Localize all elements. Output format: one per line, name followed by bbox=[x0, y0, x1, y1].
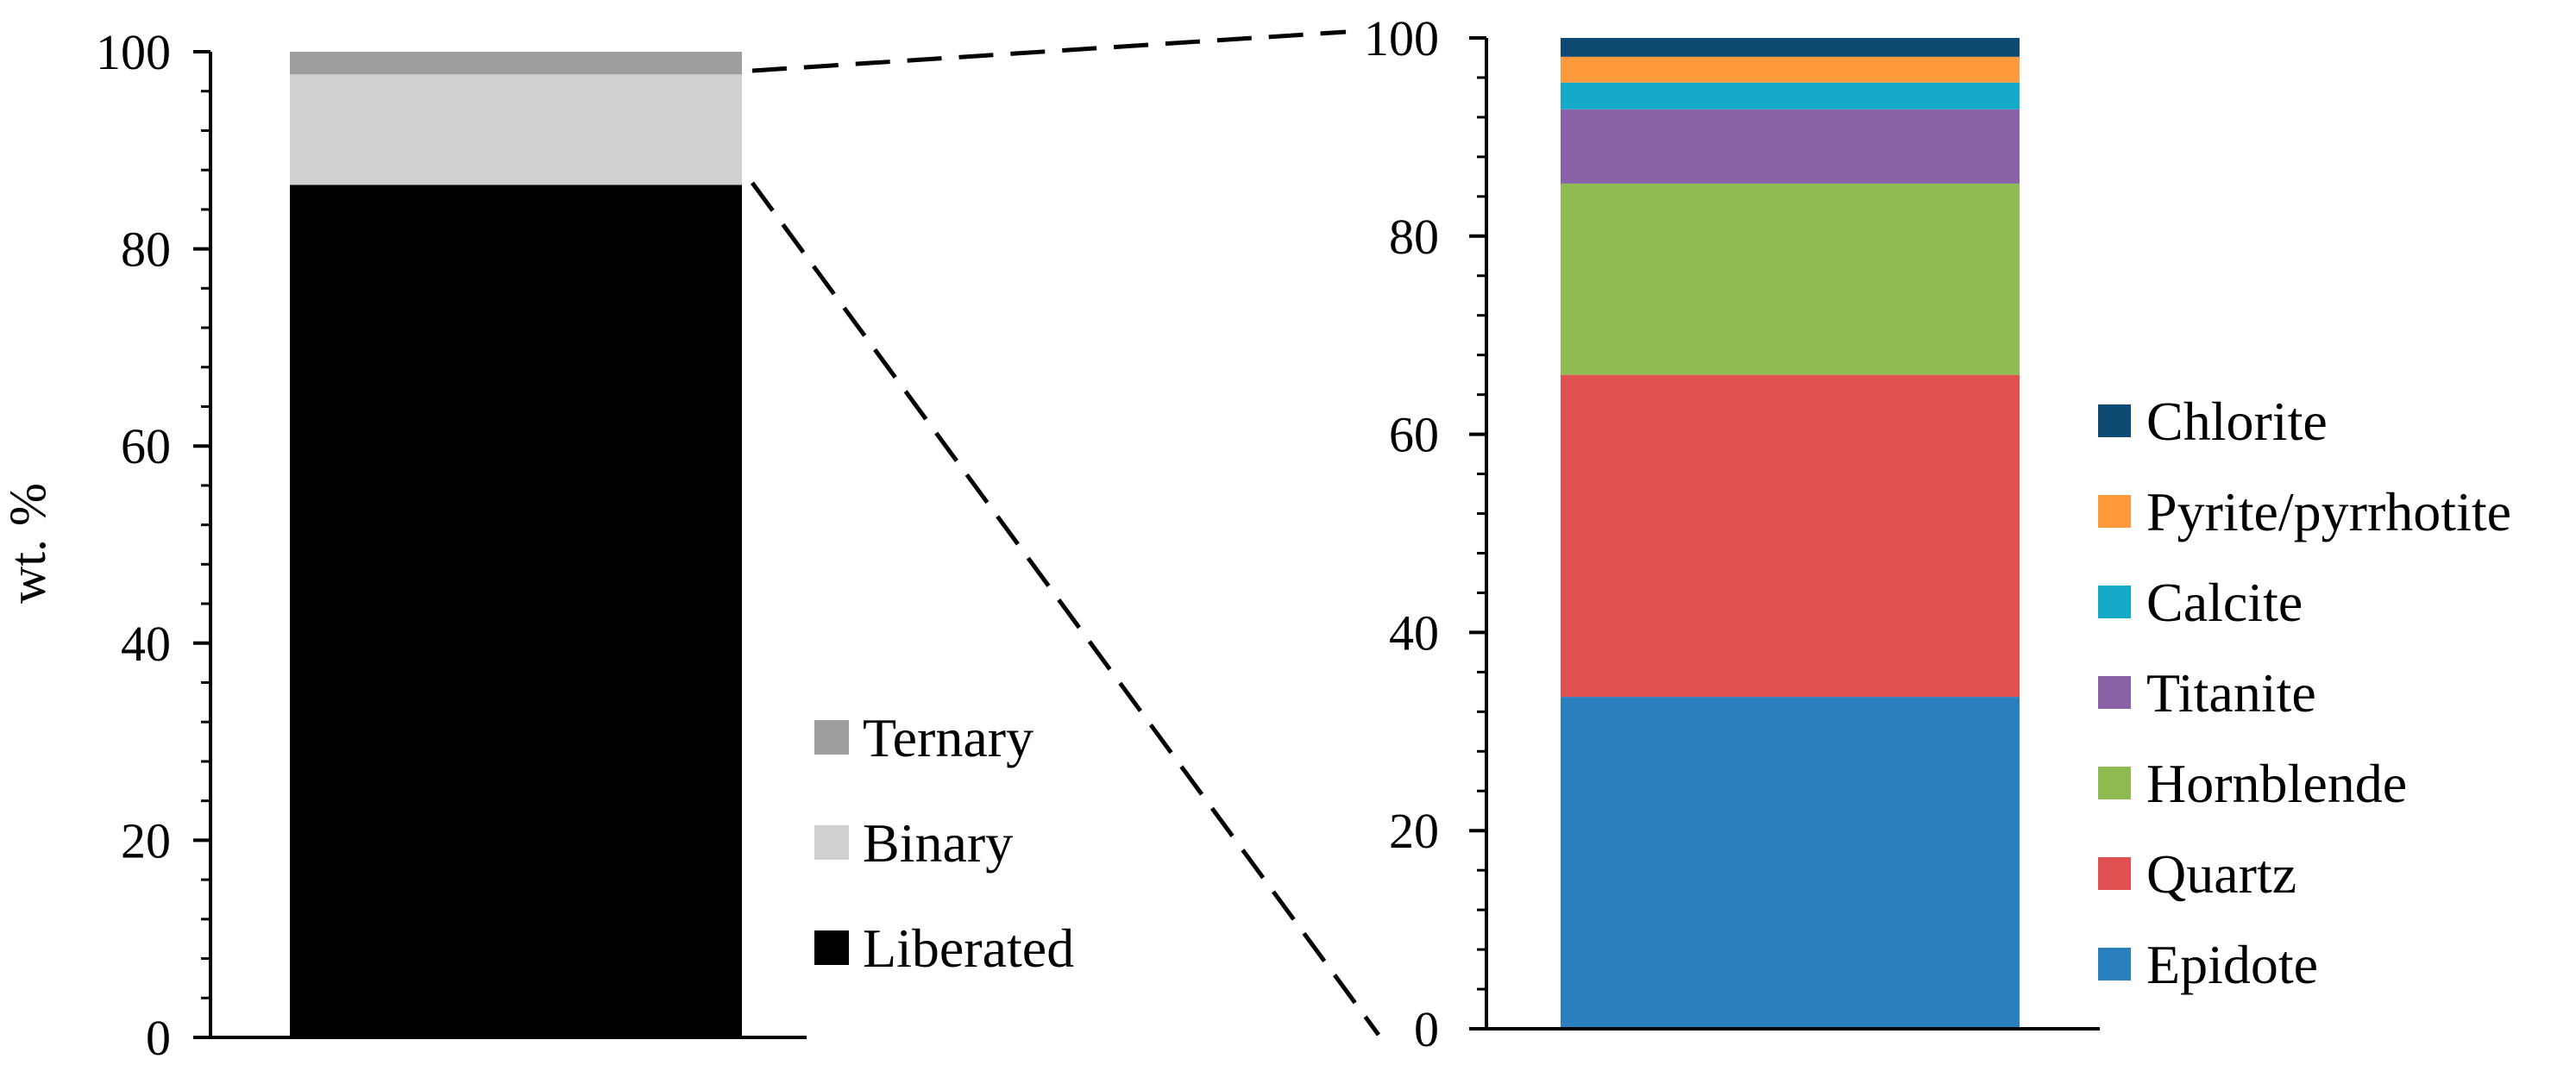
right-y-tick-label: 20 bbox=[1389, 803, 1439, 859]
left-y-tick-label: 60 bbox=[121, 418, 171, 474]
right-legend-label: Calcite bbox=[2146, 572, 2303, 633]
left-legend-label: Binary bbox=[863, 812, 1013, 874]
right-bar-segment-titanite bbox=[1561, 109, 2020, 184]
right-legend-swatch bbox=[2098, 586, 2131, 618]
right-y-tick-label: 60 bbox=[1389, 407, 1439, 463]
right-y-tick-label: 40 bbox=[1389, 605, 1439, 661]
left-bar-segment-liberated bbox=[290, 185, 742, 1037]
right-legend-label: Hornblende bbox=[2146, 753, 2407, 814]
left-legend-label: Liberated bbox=[863, 918, 1074, 979]
right-legend-swatch bbox=[2098, 676, 2131, 709]
right-legend-swatch bbox=[2098, 404, 2131, 437]
left-y-axis-title: wt. % bbox=[0, 483, 56, 604]
right-legend-label: Chlorite bbox=[2146, 391, 2328, 452]
left-bar-segment-binary bbox=[290, 74, 742, 185]
right-legend-label: Titanite bbox=[2146, 662, 2316, 724]
right-bar-segment-pyrite-pyrrhotite bbox=[1561, 56, 2020, 83]
left-legend-label: Ternary bbox=[863, 707, 1034, 768]
right-y-tick-label: 0 bbox=[1414, 1001, 1439, 1057]
right-y-tick-label: 80 bbox=[1389, 209, 1439, 265]
right-bar-segment-hornblende bbox=[1561, 183, 2020, 375]
right-bar-segment-epidote bbox=[1561, 697, 2020, 1029]
right-bar-segment-chlorite bbox=[1561, 38, 2020, 57]
right-legend-label: Epidote bbox=[2146, 934, 2318, 995]
right-legend-swatch bbox=[2098, 857, 2131, 890]
right-bar-segment-calcite bbox=[1561, 82, 2020, 110]
left-legend-swatch bbox=[814, 825, 849, 860]
left-legend-swatch bbox=[814, 930, 849, 965]
right-legend-swatch bbox=[2098, 495, 2131, 528]
left-bar-segment-ternary bbox=[290, 52, 742, 75]
zoom-connector-lines bbox=[750, 29, 1381, 1037]
right-chart: 0 20 40 60 80 100 Chlorite Pyrite/pyrrhotite Cal… bbox=[1364, 10, 2511, 1057]
right-bar-segment-quartz bbox=[1561, 374, 2020, 698]
right-legend-label: Pyrite/pyrrhotite bbox=[2146, 481, 2511, 542]
right-legend-swatch bbox=[2098, 767, 2131, 799]
left-y-tick-label: 100 bbox=[96, 24, 171, 80]
right-legend-label: Quartz bbox=[2146, 843, 2296, 905]
connector-line-top bbox=[751, 29, 1347, 73]
left-y-tick-label: 20 bbox=[121, 812, 171, 868]
left-legend-swatch bbox=[814, 720, 849, 755]
left-y-tick-label: 40 bbox=[121, 616, 171, 672]
left-chart: 0 20 40 60 80 100 wt. % Ternary Binary Liberated bbox=[0, 24, 1074, 1065]
left-y-tick-label: 0 bbox=[146, 1010, 171, 1061]
left-y-tick-label: 80 bbox=[121, 222, 171, 278]
connector-line-bottom bbox=[750, 181, 1381, 1037]
right-y-tick-label: 100 bbox=[1364, 10, 1439, 66]
right-legend-swatch bbox=[2098, 948, 2131, 980]
